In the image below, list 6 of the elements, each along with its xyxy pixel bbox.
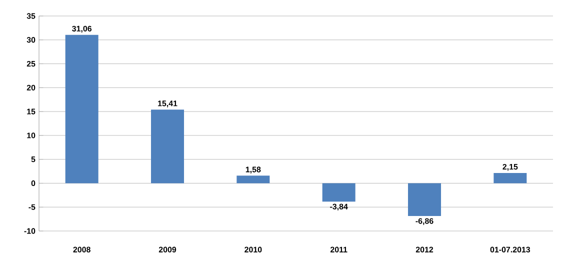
bar [408, 183, 442, 216]
bar [151, 110, 184, 184]
bar [236, 176, 270, 184]
bar [322, 183, 356, 202]
bar [65, 34, 98, 184]
bar [494, 172, 527, 184]
